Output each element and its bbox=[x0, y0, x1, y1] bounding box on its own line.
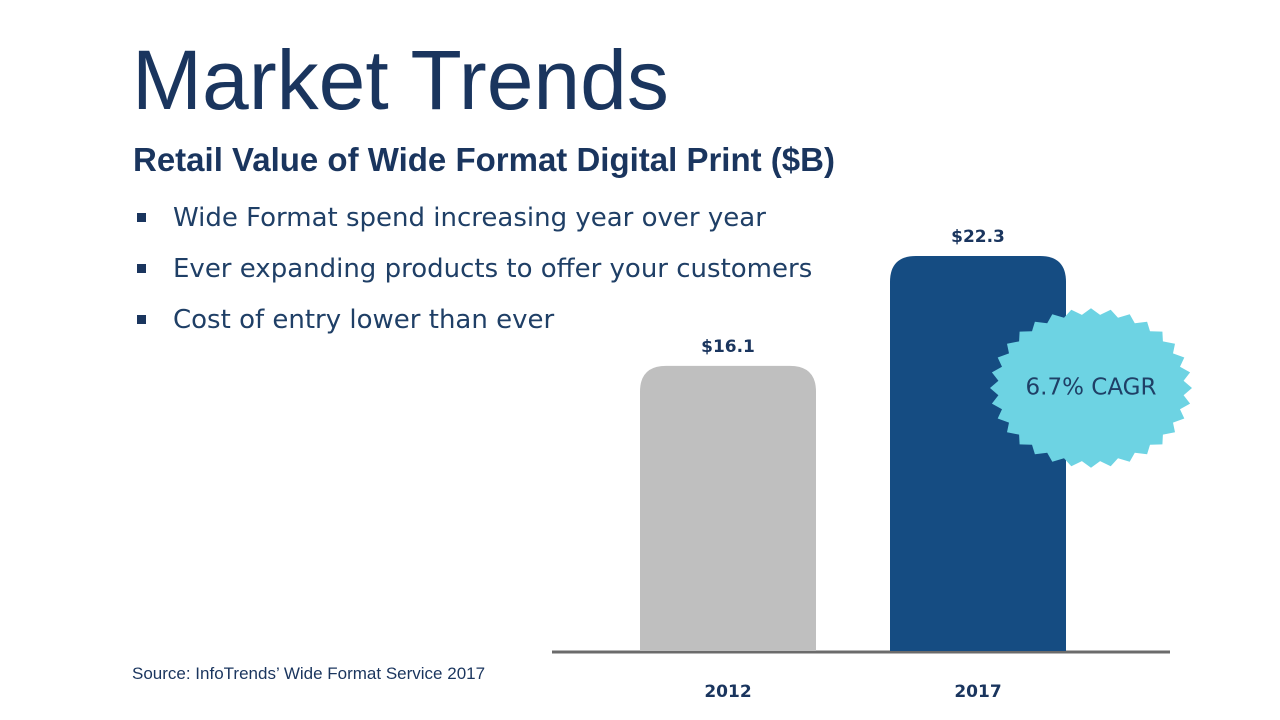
square-bullet-icon bbox=[137, 264, 146, 273]
source-note: Source: InfoTrends’ Wide Format Service … bbox=[132, 664, 486, 683]
bullet-item: Cost of entry lower than ever bbox=[137, 294, 812, 345]
bullet-text: Cost of entry lower than ever bbox=[173, 304, 555, 335]
slide-subtitle: Retail Value of Wide Format Digital Prin… bbox=[133, 141, 835, 178]
bullet-text: Wide Format spend increasing year over y… bbox=[173, 202, 766, 233]
bullet-text: Ever expanding products to offer your cu… bbox=[173, 253, 813, 284]
value-label-2017: $22.3 bbox=[951, 227, 1005, 247]
x-tick-label-2017: 2017 bbox=[954, 682, 1001, 702]
bullet-list: Wide Format spend increasing year over y… bbox=[137, 192, 812, 345]
bar-2012 bbox=[640, 365, 816, 651]
cagr-badge-label: 6.7% CAGR bbox=[1026, 375, 1157, 401]
slide-title: Market Trends bbox=[132, 33, 669, 127]
bullet-item: Ever expanding products to offer your cu… bbox=[137, 243, 812, 294]
bars-group: $16.1 2012 $22.3 2017 bbox=[640, 227, 1066, 702]
starburst-badge-shape bbox=[990, 308, 1192, 468]
value-label-2012: $16.1 bbox=[701, 337, 755, 357]
cagr-badge: 6.7% CAGR bbox=[990, 308, 1192, 468]
bullet-item: Wide Format spend increasing year over y… bbox=[137, 192, 812, 243]
square-bullet-icon bbox=[137, 315, 146, 324]
square-bullet-icon bbox=[137, 213, 146, 222]
x-tick-label-2012: 2012 bbox=[704, 682, 751, 702]
